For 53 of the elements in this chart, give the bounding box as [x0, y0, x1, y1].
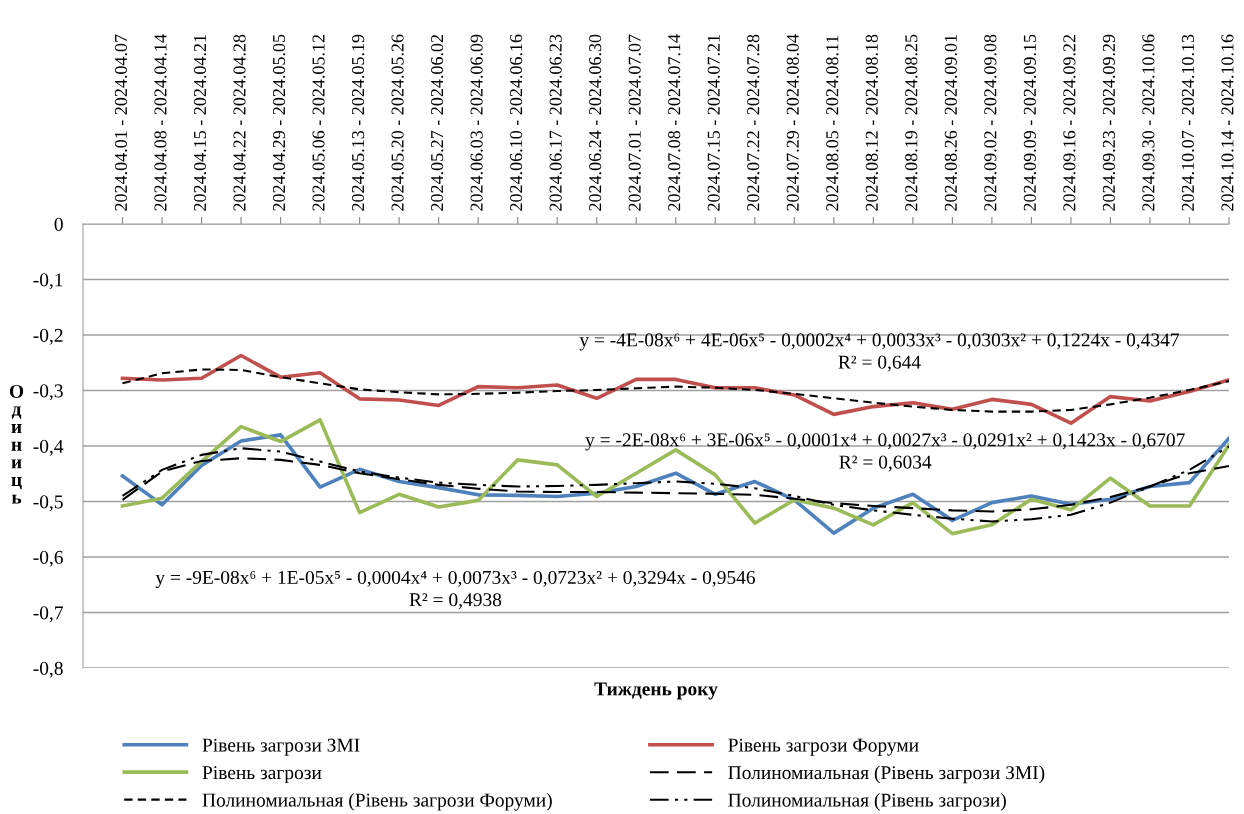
- y-tick-label: -0,7: [33, 606, 63, 623]
- x-tick-label: 2024.06.10 - 2024.06.16: [510, 34, 523, 211]
- legend-label: Рівень загрози Форуми: [728, 738, 919, 756]
- legend-label: Полиномиальная (Рівень загрози ЗМІ): [728, 765, 1045, 784]
- annotation: y = -2E-08x⁶ + 3E-06x⁵ - 0,0001x⁴ + 0,0027x³ - 0,0291x² + 0,1423x - 0,6707: [585, 433, 1185, 451]
- x-tick-label: 2024.06.17 - 2024.06.23: [549, 34, 562, 211]
- x-tick-label: 2024.09.02 - 2024.09.08: [984, 34, 997, 211]
- legend-label: Рівень загрози ЗМІ: [202, 738, 360, 756]
- x-tick-label: 2024.10.14 - 2024.10.16: [1221, 34, 1234, 211]
- x-tick-label: 2024.08.26 - 2024.09.01: [944, 35, 957, 211]
- legend-label: Полиномиальная (Рівень загрози): [728, 793, 1006, 811]
- x-tick-label: 2024.07.01 - 2024.07.07: [628, 34, 641, 211]
- y-tick-label: -0,6: [33, 550, 63, 567]
- annotation: R² = 0,644: [838, 355, 921, 372]
- x-tick-label: 2024.06.03 - 2024.06.09: [470, 34, 483, 211]
- y-tick-label: -0,5: [33, 495, 63, 512]
- x-axis-title: Тиждень року: [594, 682, 718, 700]
- x-tick-label: 2024.04.22 - 2024.04.28: [233, 34, 246, 211]
- x-tick-label: 2024.07.08 - 2024.07.14: [668, 34, 681, 211]
- x-tick-label: 2024.04.08 - 2024.04.14: [154, 34, 167, 211]
- y-axis-title: Одиниць: [9, 384, 24, 504]
- annotation: y = -4E-08x⁶ + 4E-06x⁵ - 0,0002x⁴ + 0,0033x³ - 0,0303x² + 0,1224x - 0,4347: [579, 333, 1180, 351]
- x-tick-label: 2024.05.06 - 2024.05.12: [312, 34, 325, 211]
- x-tick-label: 2024.05.20 - 2024.05.26: [391, 34, 404, 211]
- x-tick-label: 2024.08.05 - 2024.08.11: [826, 35, 839, 211]
- x-tick-label: 2024.09.23 - 2024.09.29: [1102, 34, 1116, 211]
- x-tick-label: 2024.07.15 - 2024.07.21: [707, 35, 720, 211]
- x-tick-label: 2024.09.09 - 2024.09.15: [1023, 34, 1037, 211]
- line-series: [120, 353, 1229, 426]
- x-tick-label: 2024.07.29 - 2024.08.04: [786, 34, 799, 211]
- x-tick-label: 2024.05.27 - 2024.06.02: [430, 34, 444, 211]
- x-tick-label: 2024.04.01 - 2024.04.07: [114, 34, 128, 211]
- legend-label: Рівень загрози: [202, 766, 322, 784]
- y-tick-label: -0,1: [33, 273, 63, 290]
- x-tick-label: 2024.04.29 - 2024.05.05: [272, 34, 286, 211]
- x-tick-label: 2024.08.12 - 2024.08.18: [865, 34, 878, 211]
- y-tick-label: -0,2: [33, 328, 63, 345]
- x-tick-label: 2024.09.16 - 2024.09.22: [1063, 34, 1076, 211]
- y-tick-label: -0,4: [33, 439, 64, 456]
- x-tick-label: 2024.09.30 - 2024.10.06: [1142, 34, 1155, 211]
- y-tick-label: -0,3: [33, 384, 63, 401]
- annotation: R² = 0,6034: [839, 455, 932, 472]
- x-tick-label: 2024.06.24 - 2024.06.30: [589, 34, 602, 211]
- annotation: y = -9E-08x⁶ + 1E-05x⁵ - 0,0004x⁴ + 0,0073x³ - 0,0723x² + 0,3294x - 0,9546: [155, 570, 756, 589]
- x-tick-label: 2024.05.13 - 2024.05.19: [351, 34, 365, 211]
- y-tick-label: 0: [54, 217, 63, 231]
- y-tick-label: -0,8: [33, 661, 63, 678]
- legend-label: Полиномиальная (Рівень загрози Форуми): [202, 792, 552, 811]
- x-tick-label: 2024.10.07 - 2024.10.13: [1181, 34, 1195, 211]
- x-tick-label: 2024.07.22 - 2024.07.28: [747, 34, 760, 211]
- x-tick-label: 2024.04.15 - 2024.04.21: [193, 35, 207, 211]
- x-tick-label: 2024.08.19 - 2024.08.25: [905, 34, 918, 211]
- annotation: R² = 0,4938: [409, 593, 502, 610]
